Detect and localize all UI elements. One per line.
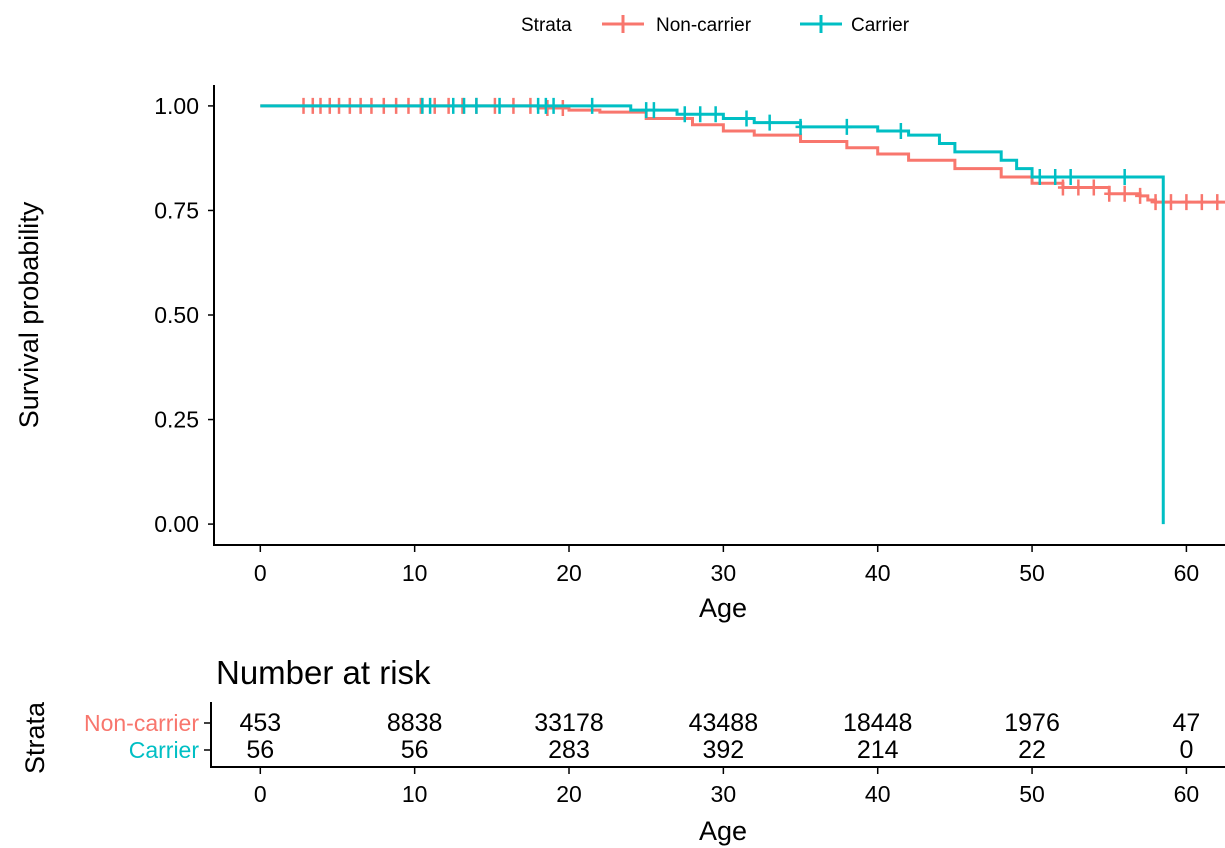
risk-x-tick-label: 20 <box>556 781 582 807</box>
risk-cell: 214 <box>857 736 899 764</box>
censor-mark-non-carrier <box>1212 194 1223 211</box>
x-tick-label: 0 <box>254 560 267 586</box>
risk-cell: 22 <box>1018 736 1046 764</box>
risk-cell: 453 <box>239 709 281 737</box>
risk-cell: 18448 <box>843 709 913 737</box>
y-tick-label: 0.25 <box>154 407 199 433</box>
risk-cell: 33178 <box>534 709 604 737</box>
censor-mark-carrier <box>425 97 436 114</box>
x-axis-label: Age <box>699 593 747 623</box>
censor-mark-carrier <box>1119 169 1130 185</box>
censor-mark-non-carrier <box>1181 194 1192 211</box>
risk-x-tick-label: 50 <box>1019 781 1045 807</box>
risk-x-tick-label: 60 <box>1174 781 1200 807</box>
censor-mark-carrier <box>764 114 775 131</box>
censor-mark-non-carrier <box>1119 185 1130 202</box>
risk-cell: 392 <box>702 736 744 764</box>
y-tick-label: 0.75 <box>154 197 199 223</box>
risk-table-title: Number at risk <box>216 654 431 691</box>
censor-mark-non-carrier <box>1165 194 1176 211</box>
x-tick-label: 20 <box>556 560 582 586</box>
risk-x-tick-label: 40 <box>865 781 891 807</box>
x-ticks: 0 10 20 30 40 50 60 <box>254 546 1199 586</box>
y-axis-label: Survival probability <box>14 201 44 428</box>
risk-x-ticks: 0 10 20 30 40 50 60 <box>254 768 1199 807</box>
legend-key-non-carrier <box>602 15 644 33</box>
censor-mark-non-carrier <box>557 100 568 116</box>
censor-mark-non-carrier <box>1073 179 1084 196</box>
censor-mark-carrier <box>1034 169 1045 185</box>
censor-mark-carrier <box>841 118 852 135</box>
risk-x-tick-label: 10 <box>402 781 428 807</box>
y-ticks: 0.00 0.25 0.50 0.75 1.00 <box>154 93 214 537</box>
censor-mark-non-carrier <box>542 100 553 116</box>
risk-x-tick-label: 30 <box>711 781 737 807</box>
risk-table-y-label: Strata <box>20 701 50 774</box>
censor-mark-non-carrier <box>1088 179 1099 196</box>
censor-mark-carrier <box>587 97 598 114</box>
censor-mark-non-carrier <box>1057 179 1068 196</box>
risk-table: Number at risk Strata Non-carrier Carrie… <box>20 654 1225 846</box>
censor-mark-carrier <box>741 110 752 127</box>
risk-cells: 453 8838 33178 43488 18448 1976 47 56 56 283 392 21… <box>239 709 1200 764</box>
series-layer <box>260 97 1225 525</box>
censor-mark-non-carrier <box>1150 194 1161 211</box>
risk-cell: 43488 <box>689 709 759 737</box>
censor-mark-carrier <box>448 97 459 114</box>
risk-x-axis-label: Age <box>699 816 747 846</box>
risk-row-label-non-carrier: Non-carrier <box>84 710 199 736</box>
x-tick-label: 10 <box>402 560 428 586</box>
x-tick-label: 30 <box>711 560 737 586</box>
censor-mark-carrier <box>648 102 659 119</box>
risk-cell: 283 <box>548 736 590 764</box>
y-tick-label: 0.00 <box>154 511 199 537</box>
risk-cell: 56 <box>401 736 429 764</box>
censor-mark-non-carrier <box>1196 194 1207 211</box>
x-tick-label: 60 <box>1174 560 1200 586</box>
censor-mark-carrier <box>494 97 505 114</box>
y-tick-label: 0.50 <box>154 302 199 328</box>
plot-area: 0.00 0.25 0.50 0.75 1.00 0 10 20 30 40 50 60 Survi… <box>14 85 1225 623</box>
series-line-carrier <box>260 104 1165 525</box>
risk-cell: 8838 <box>387 709 443 737</box>
censor-mark-carrier <box>1065 169 1076 185</box>
legend-label-carrier: Carrier <box>851 15 910 36</box>
y-tick-label: 1.00 <box>154 93 199 119</box>
legend: Strata Non-carrier Carrier <box>521 15 910 36</box>
risk-cell: 47 <box>1173 709 1201 737</box>
censor-mark-carrier <box>471 97 482 114</box>
risk-cell: 1976 <box>1004 709 1060 737</box>
censor-mark-non-carrier <box>1104 185 1115 202</box>
x-tick-label: 50 <box>1019 560 1045 586</box>
risk-row-label-carrier: Carrier <box>129 737 200 763</box>
legend-key-carrier <box>800 15 842 33</box>
censor-mark-carrier <box>1050 169 1061 185</box>
risk-cell: 0 <box>1179 736 1193 764</box>
censor-mark-carrier <box>710 106 721 123</box>
x-tick-label: 40 <box>865 560 891 586</box>
censor-mark-carrier <box>695 106 706 123</box>
risk-x-tick-label: 0 <box>254 781 267 807</box>
legend-title: Strata <box>521 15 572 36</box>
censor-mark-carrier <box>548 97 559 114</box>
censor-mark-carrier <box>459 97 470 114</box>
censor-mark-non-carrier <box>1135 187 1146 204</box>
censor-mark-carrier <box>679 106 690 123</box>
legend-label-non-carrier: Non-carrier <box>656 15 752 36</box>
risk-cell: 56 <box>246 736 274 764</box>
censor-mark-carrier <box>895 123 906 139</box>
censor-mark-carrier <box>795 118 806 135</box>
